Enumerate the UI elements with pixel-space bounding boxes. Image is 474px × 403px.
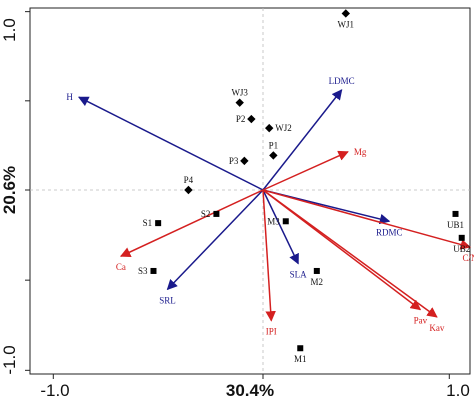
site-label-m1: M1 (294, 354, 307, 364)
vector-label-sla: SLA (290, 270, 308, 280)
site-points: WJ1 WJ3 P2 WJ2 P1 P3 P4 S2 S1 M3 UB1 UB2 S3 M2 M1 (138, 9, 470, 364)
site-label-ub2: UB2 (453, 244, 470, 254)
vector-arrow-ldmc (262, 89, 343, 191)
site-point-p4 (184, 185, 193, 195)
y-axis-label: 20.6% (0, 166, 19, 214)
site-label-wj3: WJ3 (231, 88, 248, 98)
vector-arrow-kav (262, 189, 438, 318)
vector-arrow-c-n (262, 189, 472, 250)
vector-label-pav: Pav (414, 316, 428, 326)
site-point-ub1 (452, 210, 459, 217)
vector-label-h: H (66, 92, 73, 102)
site-point-s1 (155, 220, 162, 227)
site-point-p2 (247, 114, 256, 124)
site-label-p2: P2 (236, 114, 246, 124)
site-label-p4: P4 (184, 175, 194, 185)
site-label-wj1: WJ1 (338, 19, 355, 29)
vector-arrow-ca (119, 189, 264, 258)
site-label-p1: P1 (269, 140, 279, 150)
vector-label-ca: Ca (116, 262, 126, 272)
vector-arrow-h (77, 96, 264, 191)
site-label-m3: M3 (267, 216, 280, 226)
site-point-s3 (150, 267, 157, 274)
site-label-m2: M2 (311, 277, 324, 287)
y-tick-top-label: 1.0 (0, 18, 19, 42)
vector-label-rdmc: RDMC (376, 227, 403, 237)
vector-arrow-ipi (262, 189, 276, 322)
site-point-ub2 (458, 234, 465, 241)
site-point-p1 (269, 151, 278, 160)
site-point-s2 (213, 210, 220, 217)
site-point-wj3 (235, 98, 244, 107)
site-label-s1: S1 (143, 218, 153, 228)
site-label-ub1: UB1 (447, 220, 464, 230)
site-point-m1 (297, 345, 304, 352)
vector-arrow-mg (262, 150, 349, 191)
x-tick-left-label: -1.0 (40, 381, 69, 400)
y-tick-bottom-label: -1.0 (0, 345, 19, 374)
site-label-wj2: WJ2 (275, 123, 292, 133)
vector-arrow-sla (262, 189, 299, 265)
x-tick-right-label: 1.0 (446, 381, 470, 400)
vector-label-ldmc: LDMC (329, 76, 355, 86)
vector-label-kav: Kav (429, 323, 444, 333)
site-label-s2: S2 (201, 209, 211, 219)
vector-label-c-n: C/N (462, 253, 474, 263)
site-point-wj2 (265, 123, 274, 133)
vector-arrow-srl (166, 189, 264, 291)
site-point-p3 (240, 156, 249, 166)
site-point-m2 (313, 267, 320, 274)
site-label-p3: P3 (229, 156, 239, 166)
vector-label-srl: SRL (159, 295, 176, 305)
plot-frame (29, 7, 471, 375)
site-point-wj1 (341, 9, 350, 18)
x-axis-label: 30.4% (226, 381, 274, 400)
vector-label-mg: Mg (354, 147, 367, 157)
site-label-s3: S3 (138, 266, 148, 276)
vector-label-ipi: IPI (266, 327, 277, 337)
axis-ticks (25, 11, 450, 379)
site-point-m3 (282, 218, 289, 225)
